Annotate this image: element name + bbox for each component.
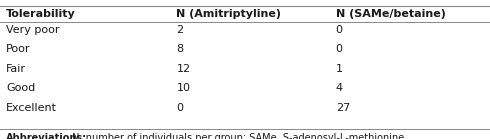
- Text: N, number of individuals per group; SAMe, S-adenosyl-L-methionine.: N, number of individuals per group; SAMe…: [69, 133, 407, 139]
- Text: Excellent: Excellent: [6, 103, 57, 113]
- Text: 2: 2: [176, 25, 184, 35]
- Text: Tolerability: Tolerability: [6, 9, 75, 19]
- Text: 0: 0: [176, 103, 183, 113]
- Text: 10: 10: [176, 83, 191, 93]
- Text: 0: 0: [336, 44, 343, 54]
- Text: 27: 27: [336, 103, 350, 113]
- Text: N (Amitriptyline): N (Amitriptyline): [176, 9, 281, 19]
- Text: Fair: Fair: [6, 64, 26, 74]
- Text: 0: 0: [336, 25, 343, 35]
- Text: 8: 8: [176, 44, 184, 54]
- Text: Very poor: Very poor: [6, 25, 59, 35]
- Text: Good: Good: [6, 83, 35, 93]
- Text: 1: 1: [336, 64, 343, 74]
- Text: N (SAMe/betaine): N (SAMe/betaine): [336, 9, 445, 19]
- Text: 12: 12: [176, 64, 191, 74]
- Text: Poor: Poor: [6, 44, 30, 54]
- Text: Abbreviations:: Abbreviations:: [6, 133, 87, 139]
- Text: 4: 4: [336, 83, 343, 93]
